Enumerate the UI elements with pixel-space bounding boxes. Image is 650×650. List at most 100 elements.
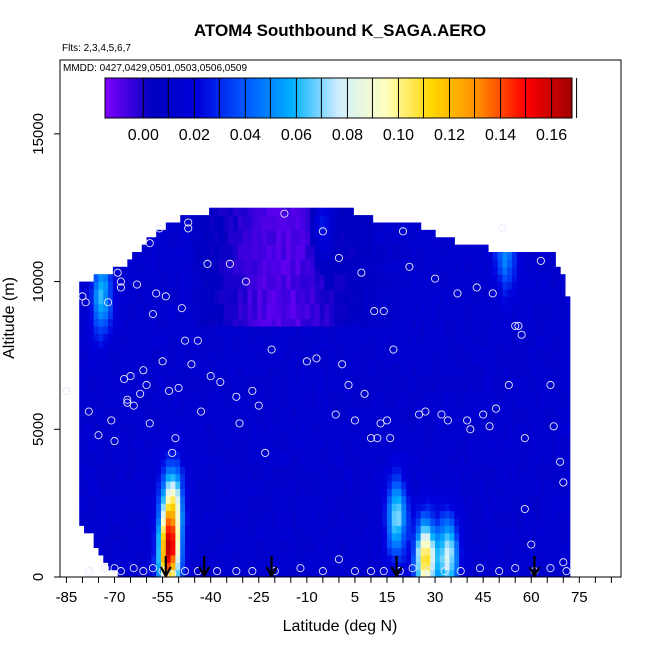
heat-cell	[483, 503, 489, 512]
heat-cell	[237, 444, 244, 453]
heat-cell	[180, 362, 186, 371]
heat-cell	[463, 429, 470, 438]
heat-cell	[454, 296, 460, 305]
heat-cell	[237, 569, 244, 577]
heat-cell	[353, 562, 359, 571]
heat-cell	[165, 421, 172, 430]
heat-cell	[372, 392, 378, 401]
heat-cell	[415, 451, 422, 460]
heat-cell	[266, 414, 273, 423]
heat-cell	[136, 436, 143, 445]
heat-cell	[358, 281, 364, 290]
heat-cell	[386, 399, 393, 408]
heat-cell	[483, 554, 489, 563]
heat-cell	[425, 503, 431, 512]
heat-cell	[84, 444, 90, 453]
heat-cell	[276, 259, 282, 268]
heat-cell	[281, 303, 287, 312]
heat-cell	[175, 244, 181, 253]
heat-cell	[487, 421, 494, 430]
heat-cell	[218, 303, 225, 312]
heat-cell	[353, 458, 359, 467]
heat-cell	[367, 303, 374, 312]
heat-cell	[79, 377, 85, 386]
heat-cell	[189, 532, 196, 541]
heat-cell	[512, 444, 518, 453]
heat-cell	[281, 547, 287, 556]
heat-cell	[396, 392, 403, 401]
heat-cell	[463, 370, 470, 379]
heat-cell	[324, 517, 330, 526]
heat-cell	[516, 399, 523, 408]
heat-cell	[266, 495, 273, 504]
heat-cell	[377, 266, 383, 275]
heat-cell	[233, 466, 239, 475]
heat-cell	[483, 266, 489, 275]
heat-cell	[497, 451, 503, 460]
heat-cell	[233, 547, 239, 556]
heat-cell	[252, 222, 258, 231]
heat-cell	[343, 237, 350, 246]
heat-cell	[545, 540, 552, 549]
heat-cell	[257, 288, 263, 297]
colorbar-swatch	[221, 78, 226, 118]
heat-cell	[156, 333, 162, 342]
heat-cell	[247, 222, 253, 231]
heat-cell	[228, 532, 234, 541]
heat-cell	[209, 355, 215, 364]
heat-cell	[180, 355, 186, 364]
heat-cell	[430, 414, 436, 423]
heat-cell	[338, 466, 345, 475]
heat-cell	[540, 370, 547, 379]
heat-cell	[194, 274, 201, 283]
heat-cell	[343, 466, 350, 475]
heat-cell	[425, 554, 431, 563]
heat-cell	[411, 392, 417, 401]
heat-cell	[242, 525, 249, 534]
sample-point	[520, 504, 529, 514]
heat-cell	[112, 399, 119, 408]
heat-cell	[540, 318, 547, 327]
heat-cell	[194, 466, 201, 475]
heat-cell	[281, 296, 287, 305]
heat-cell	[473, 274, 479, 283]
heat-cell	[276, 421, 282, 430]
heat-cell	[290, 384, 297, 393]
heat-cell	[305, 495, 311, 504]
heat-cell	[185, 525, 191, 534]
heat-cell	[310, 503, 316, 512]
heat-cell	[348, 252, 354, 261]
heat-cell	[237, 244, 244, 253]
heat-cell	[386, 259, 393, 268]
heat-cell	[199, 495, 205, 504]
heat-cell	[127, 421, 133, 430]
heat-cell	[261, 311, 268, 320]
heat-cell	[88, 510, 95, 519]
heat-cell	[512, 525, 518, 534]
heat-cell	[473, 466, 479, 475]
sample-point	[389, 345, 398, 354]
heat-cell	[247, 362, 253, 371]
heat-cell	[386, 517, 393, 526]
heat-cell	[319, 421, 326, 430]
heat-cell	[487, 318, 494, 327]
heat-cell	[156, 325, 162, 334]
heat-cell	[112, 444, 119, 453]
heat-cell	[492, 503, 499, 512]
heat-cell	[401, 340, 407, 349]
heat-cell	[415, 562, 422, 571]
heat-cell	[521, 540, 528, 549]
heat-cell	[502, 362, 508, 371]
heat-cell	[199, 281, 205, 290]
heat-cell	[146, 318, 152, 327]
heat-cell	[204, 451, 210, 460]
heat-cell	[555, 547, 561, 556]
heat-cell	[189, 525, 196, 534]
heat-cell	[439, 488, 446, 497]
heat-cell	[271, 266, 277, 275]
heat-cell	[497, 429, 503, 438]
heat-cell	[300, 325, 306, 334]
heat-cell	[199, 259, 205, 268]
heat-cell	[507, 325, 513, 334]
heat-cell	[151, 421, 157, 430]
